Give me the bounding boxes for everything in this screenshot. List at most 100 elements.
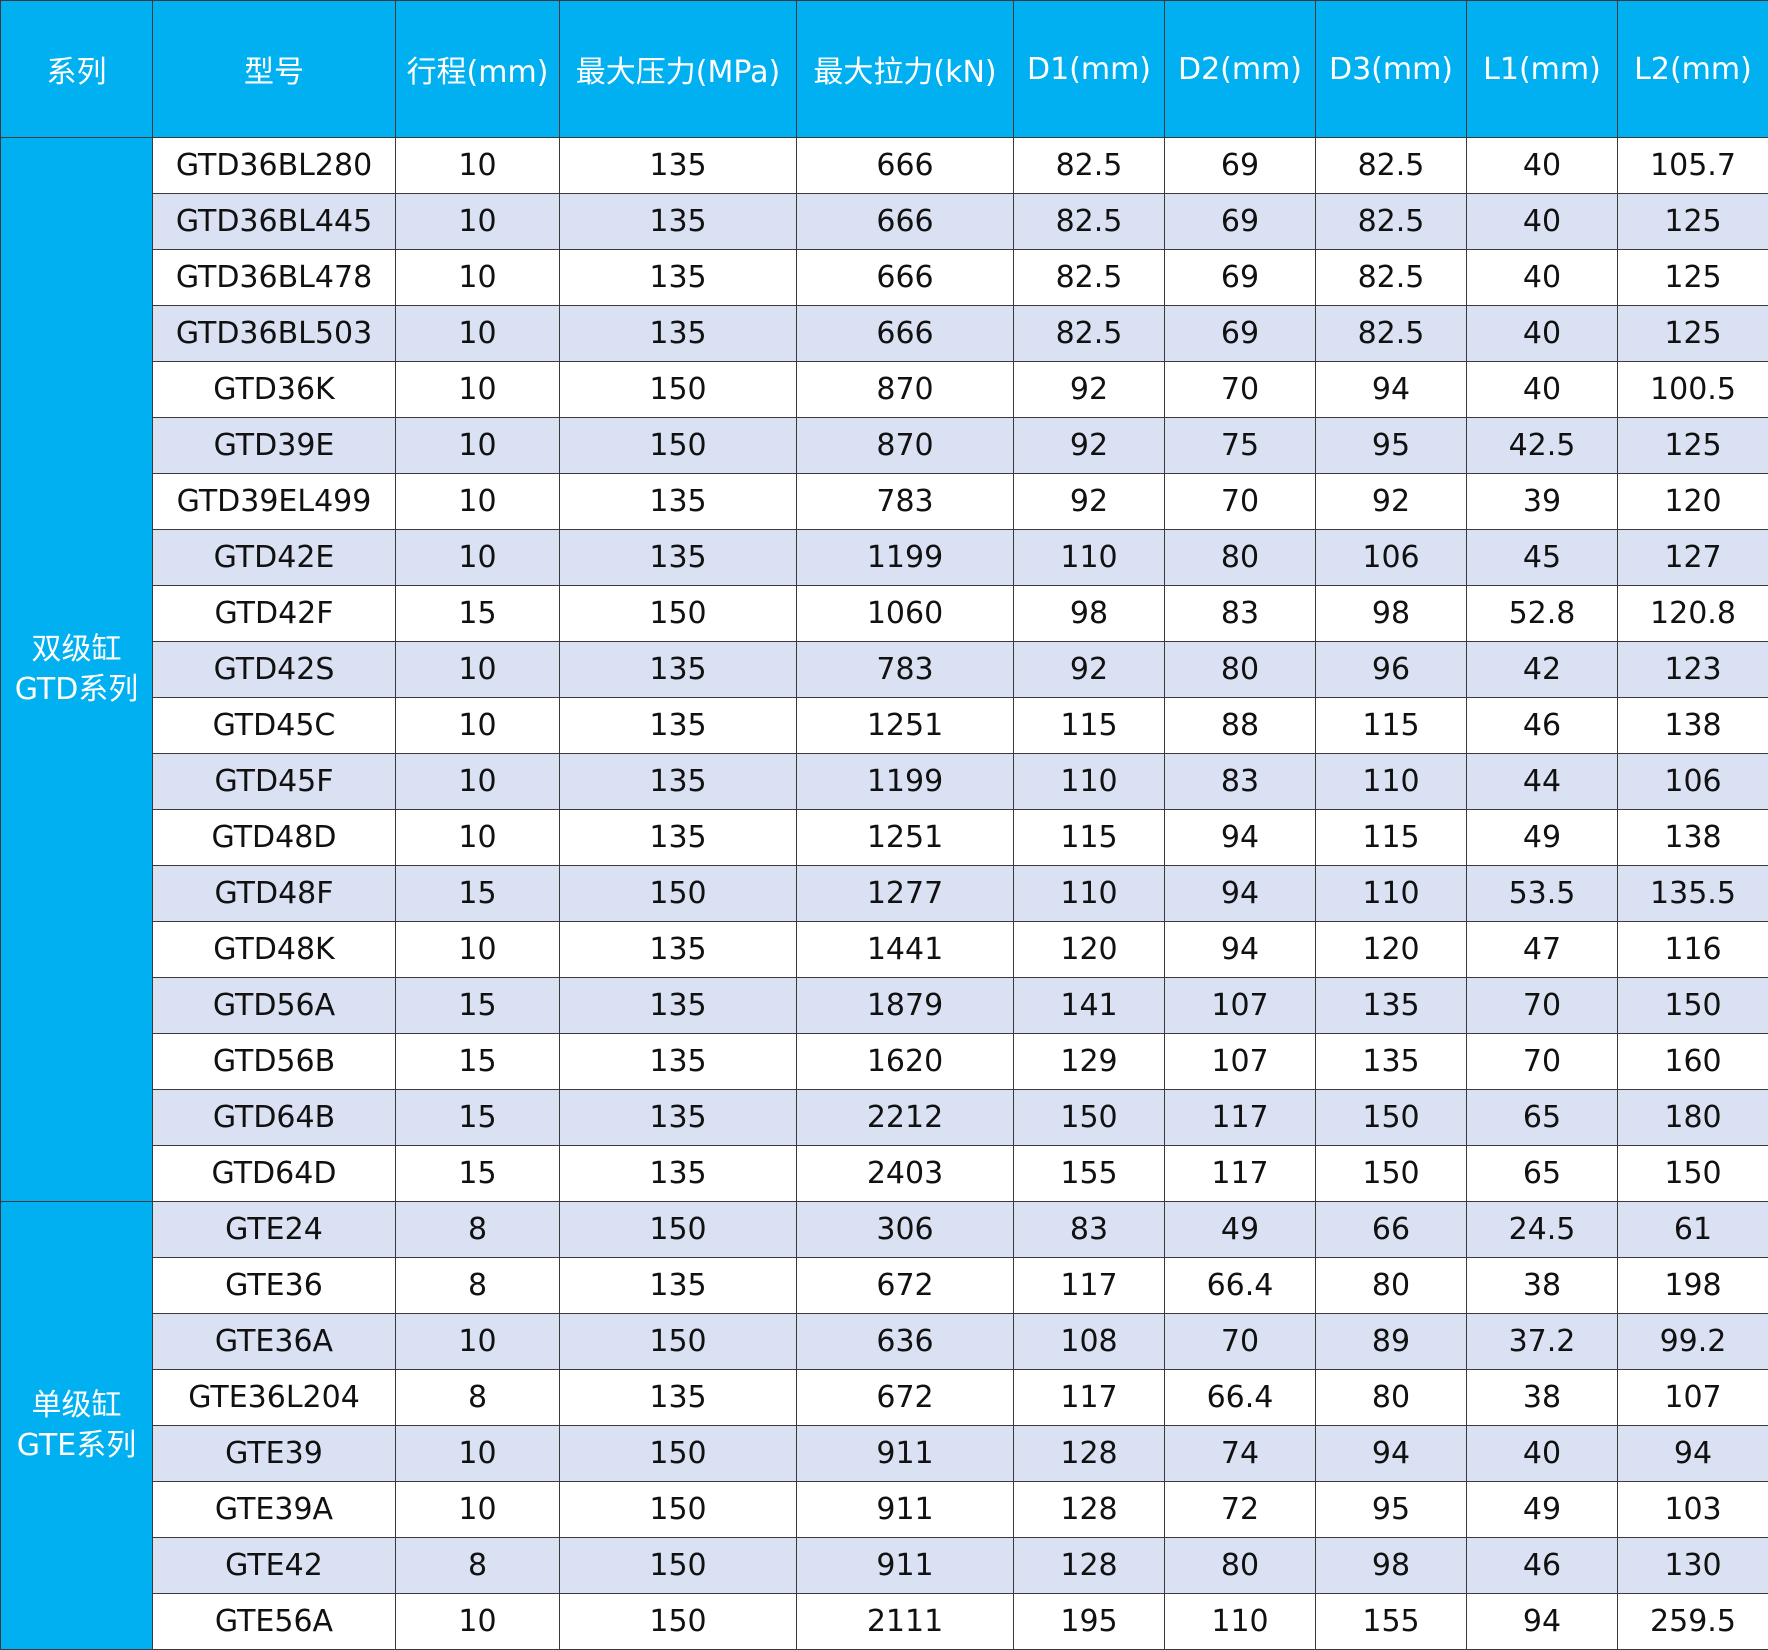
value-cell: 666 xyxy=(796,249,1014,306)
value-cell: 138 xyxy=(1617,697,1768,754)
value-cell: 100.5 xyxy=(1617,361,1768,418)
header-cell: D3(mm) xyxy=(1315,0,1467,138)
value-cell: 8 xyxy=(395,1537,560,1594)
value-cell: 117 xyxy=(1013,1257,1165,1314)
value-cell: 8 xyxy=(395,1369,560,1426)
table-row: GTD36BL445 10 135 666 82.5 69 82.5 40 125 xyxy=(1,193,1768,250)
value-cell: 74 xyxy=(1164,1425,1316,1482)
model-cell: GTD56A xyxy=(152,977,396,1034)
value-cell: 46 xyxy=(1466,1537,1618,1594)
value-cell: 92 xyxy=(1013,361,1165,418)
value-cell: 135 xyxy=(559,641,797,698)
value-cell: 70 xyxy=(1164,473,1316,530)
value-cell: 39 xyxy=(1466,473,1618,530)
model-cell: GTE36L204 xyxy=(152,1369,396,1426)
value-cell: 117 xyxy=(1013,1369,1165,1426)
model-cell: GTD42F xyxy=(152,585,396,642)
model-cell: GTE36A xyxy=(152,1313,396,1370)
model-cell: GTD36BL280 xyxy=(152,137,396,194)
model-cell: GTD48D xyxy=(152,809,396,866)
value-cell: 125 xyxy=(1617,305,1768,362)
value-cell: 127 xyxy=(1617,529,1768,586)
value-cell: 1620 xyxy=(796,1033,1014,1090)
value-cell: 103 xyxy=(1617,1481,1768,1538)
value-cell: 105.7 xyxy=(1617,137,1768,194)
value-cell: 80 xyxy=(1164,529,1316,586)
value-cell: 150 xyxy=(1013,1089,1165,1146)
header-cell: D1(mm) xyxy=(1013,0,1165,138)
value-cell: 2403 xyxy=(796,1145,1014,1202)
value-cell: 2212 xyxy=(796,1089,1014,1146)
value-cell: 10 xyxy=(395,1593,560,1650)
value-cell: 66 xyxy=(1315,1201,1467,1258)
value-cell: 69 xyxy=(1164,193,1316,250)
value-cell: 150 xyxy=(559,361,797,418)
series-cell: 单级缸 GTE系列 xyxy=(0,1201,153,1650)
value-cell: 15 xyxy=(395,1089,560,1146)
value-cell: 120.8 xyxy=(1617,585,1768,642)
value-cell: 45 xyxy=(1466,529,1618,586)
table-row: GTD42F 15 150 1060 98 83 98 52.8 120.8 xyxy=(1,585,1768,642)
table-row: GTD56B 15 135 1620 129 107 135 70 160 xyxy=(1,1033,1768,1090)
value-cell: 107 xyxy=(1164,977,1316,1034)
value-cell: 92 xyxy=(1013,417,1165,474)
table-row: GTD36K 10 150 870 92 70 94 40 100.5 xyxy=(1,361,1768,418)
value-cell: 870 xyxy=(796,417,1014,474)
value-cell: 129 xyxy=(1013,1033,1165,1090)
value-cell: 135.5 xyxy=(1617,865,1768,922)
value-cell: 138 xyxy=(1617,809,1768,866)
value-cell: 116 xyxy=(1617,921,1768,978)
value-cell: 37.2 xyxy=(1466,1313,1618,1370)
value-cell: 150 xyxy=(559,585,797,642)
value-cell: 94 xyxy=(1617,1425,1768,1482)
value-cell: 40 xyxy=(1466,361,1618,418)
series-label: 双级缸 xyxy=(31,631,122,667)
model-cell: GTD42E xyxy=(152,529,396,586)
value-cell: 125 xyxy=(1617,417,1768,474)
table-row: GTD45F 10 135 1199 110 83 110 44 106 xyxy=(1,753,1768,810)
value-cell: 83 xyxy=(1013,1201,1165,1258)
value-cell: 1251 xyxy=(796,697,1014,754)
value-cell: 65 xyxy=(1466,1145,1618,1202)
value-cell: 99.2 xyxy=(1617,1313,1768,1370)
value-cell: 135 xyxy=(1315,1033,1467,1090)
table-row: GTD42S 10 135 783 92 80 96 42 123 xyxy=(1,641,1768,698)
model-cell: GTD64B xyxy=(152,1089,396,1146)
value-cell: 44 xyxy=(1466,753,1618,810)
value-cell: 70 xyxy=(1164,1313,1316,1370)
value-cell: 40 xyxy=(1466,137,1618,194)
table-row: GTD39E 10 150 870 92 75 95 42.5 125 xyxy=(1,417,1768,474)
table-row: GTD48K 10 135 1441 120 94 120 47 116 xyxy=(1,921,1768,978)
value-cell: 96 xyxy=(1315,641,1467,698)
value-cell: 10 xyxy=(395,193,560,250)
value-cell: 42 xyxy=(1466,641,1618,698)
value-cell: 870 xyxy=(796,361,1014,418)
table-row: GTD48D 10 135 1251 115 94 115 49 138 xyxy=(1,809,1768,866)
value-cell: 38 xyxy=(1466,1369,1618,1426)
value-cell: 98 xyxy=(1315,585,1467,642)
value-cell: 94 xyxy=(1164,865,1316,922)
value-cell: 128 xyxy=(1013,1425,1165,1482)
table-row: GTD64B 15 135 2212 150 117 150 65 180 xyxy=(1,1089,1768,1146)
value-cell: 128 xyxy=(1013,1537,1165,1594)
value-cell: 135 xyxy=(559,473,797,530)
value-cell: 150 xyxy=(1315,1145,1467,1202)
table-row: GTD56A 15 135 1879 141 107 135 70 150 xyxy=(1,977,1768,1034)
series-label: 单级缸 xyxy=(31,1387,122,1423)
value-cell: 70 xyxy=(1466,977,1618,1034)
value-cell: 115 xyxy=(1013,697,1165,754)
value-cell: 135 xyxy=(559,977,797,1034)
value-cell: 1277 xyxy=(796,865,1014,922)
value-cell: 117 xyxy=(1164,1145,1316,1202)
value-cell: 72 xyxy=(1164,1481,1316,1538)
value-cell: 135 xyxy=(559,1257,797,1314)
value-cell: 110 xyxy=(1164,1593,1316,1650)
value-cell: 306 xyxy=(796,1201,1014,1258)
value-cell: 95 xyxy=(1315,1481,1467,1538)
model-cell: GTD45C xyxy=(152,697,396,754)
value-cell: 40 xyxy=(1466,249,1618,306)
value-cell: 110 xyxy=(1013,753,1165,810)
value-cell: 783 xyxy=(796,641,1014,698)
value-cell: 24.5 xyxy=(1466,1201,1618,1258)
value-cell: 135 xyxy=(559,1369,797,1426)
